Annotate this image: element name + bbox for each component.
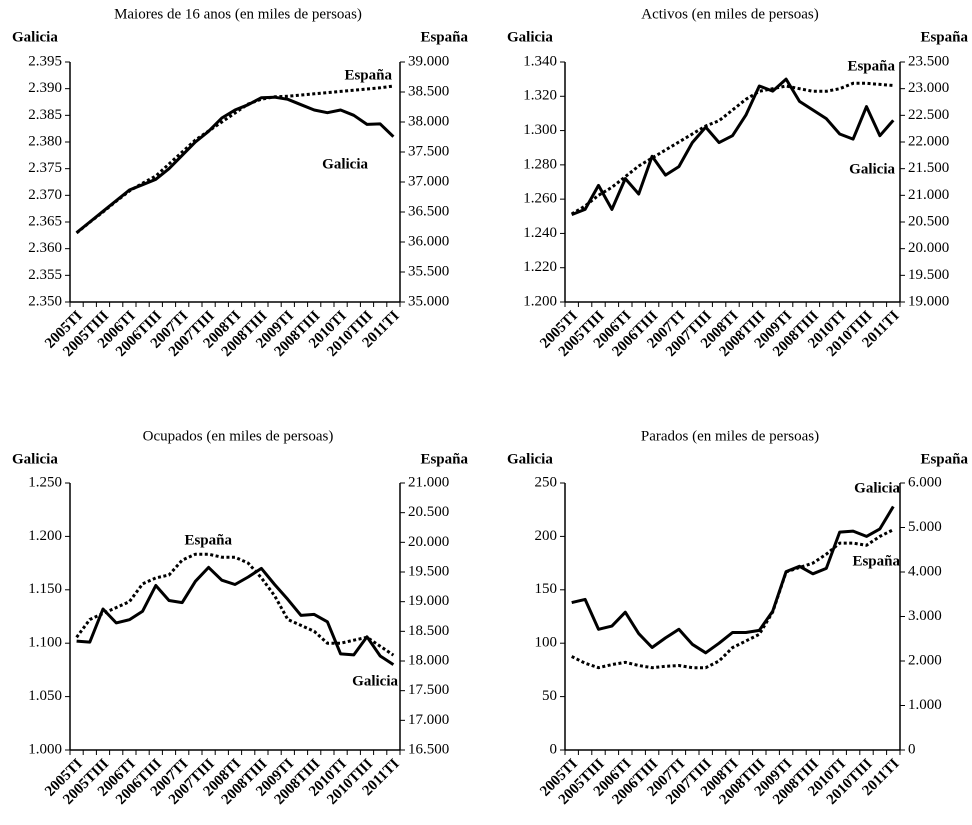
- y2-tick-label: 6.000: [908, 474, 942, 490]
- y-tick-label: 2.360: [28, 240, 62, 256]
- y2-tick-label: 36.000: [408, 233, 449, 249]
- series-label: Galicia: [854, 480, 900, 496]
- y2-tick-label: 19.000: [408, 593, 449, 609]
- y2-tick-label: 37.500: [408, 143, 449, 159]
- y2-tick-label: 18.000: [408, 652, 449, 668]
- y-tick-label: 50: [542, 688, 557, 704]
- series-line: [75, 84, 394, 235]
- y-tick-label: 150: [535, 581, 558, 597]
- y-tick-label: 2.350: [28, 293, 62, 309]
- y2-tick-label: 21.500: [908, 160, 949, 176]
- y-tick-label: 1.320: [523, 88, 557, 104]
- chart-title: Ocupados (en miles de persoas): [143, 428, 334, 444]
- series-line: [571, 528, 894, 670]
- panel: Maiores de 16 anos (en miles de persoas)…: [12, 6, 468, 360]
- y-tick-label: 2.380: [28, 133, 62, 149]
- y2-tick-label: 18.500: [408, 623, 449, 639]
- series-line: [75, 552, 395, 657]
- y2-tick-label: 17.500: [408, 682, 449, 698]
- y-tick-label: 1.240: [523, 225, 557, 241]
- y-axis-title: Galicia: [507, 451, 553, 467]
- y2-tick-label: 23.000: [908, 80, 949, 96]
- chart-title: Maiores de 16 anos (en miles de persoas): [114, 6, 362, 22]
- series-label: España: [184, 532, 232, 548]
- y2-tick-label: 35.500: [408, 263, 449, 279]
- y-tick-label: 1.300: [523, 122, 557, 138]
- y-tick-label: 1.200: [523, 293, 557, 309]
- series-line: [571, 505, 895, 655]
- y2-tick-label: 19.500: [908, 267, 949, 283]
- y2-tick-label: 0: [908, 741, 916, 757]
- y2-tick-label: 38.500: [408, 83, 449, 99]
- panel: Activos (en miles de persoas) Galicia Espa…: [507, 6, 968, 360]
- y-tick-label: 1.250: [28, 474, 62, 490]
- y2-tick-label: 1.000: [908, 697, 942, 713]
- y2-tick-label: 20.000: [408, 534, 449, 550]
- y2-tick-label: 22.000: [908, 133, 949, 149]
- y-tick-label: 0: [550, 741, 558, 757]
- y-tick-label: 2.390: [28, 80, 62, 96]
- y-tick-label: 1.000: [28, 741, 62, 757]
- y2-tick-label: 20.500: [908, 213, 949, 229]
- y-tick-label: 1.200: [28, 528, 62, 544]
- series-line: [76, 565, 395, 666]
- y-tick-label: 1.100: [28, 635, 62, 651]
- y-tick-label: 1.260: [523, 191, 557, 207]
- series-label: España: [847, 58, 895, 74]
- y-tick-label: 1.150: [28, 581, 62, 597]
- y2-tick-label: 17.000: [408, 712, 449, 728]
- series-line: [571, 77, 895, 216]
- y2-tick-label: 20.500: [408, 504, 449, 520]
- y-axis-title: Galicia: [12, 29, 58, 45]
- series-label: Galicia: [322, 156, 368, 172]
- y2-tick-label: 4.000: [908, 563, 942, 579]
- y2-tick-label: 19.500: [408, 563, 449, 579]
- y2-tick-label: 16.500: [408, 741, 449, 757]
- chart-title: Activos (en miles de persoas): [641, 6, 818, 22]
- y-tick-label: 2.395: [28, 53, 62, 69]
- y2-tick-label: 2.000: [908, 652, 942, 668]
- y2-axis-title: España: [420, 451, 468, 467]
- y2-tick-label: 35.000: [408, 293, 449, 309]
- y2-tick-label: 38.000: [408, 113, 449, 129]
- y2-tick-label: 36.500: [408, 203, 449, 219]
- y2-axis-title: España: [920, 451, 968, 467]
- series-label: España: [852, 553, 900, 569]
- series-label: Galicia: [352, 673, 398, 689]
- panel: Ocupados (en miles de persoas) Galicia Esp…: [12, 428, 468, 808]
- series-label: Galicia: [849, 161, 895, 177]
- y-tick-label: 1.340: [523, 53, 557, 69]
- y2-axis-title: España: [420, 29, 468, 45]
- y-tick-label: 250: [535, 474, 558, 490]
- y2-axis-title: España: [920, 29, 968, 45]
- y-tick-label: 2.385: [28, 107, 62, 123]
- y-tick-label: 2.370: [28, 187, 62, 203]
- y-tick-label: 2.365: [28, 213, 62, 229]
- y2-tick-label: 39.000: [408, 53, 449, 69]
- y2-tick-label: 3.000: [908, 608, 942, 624]
- y-tick-label: 1.280: [523, 156, 557, 172]
- y2-tick-label: 22.500: [908, 107, 949, 123]
- y2-tick-label: 20.000: [908, 240, 949, 256]
- y-axis-title: Galicia: [12, 451, 58, 467]
- y-tick-label: 2.355: [28, 267, 62, 283]
- y-axis-title: Galicia: [507, 29, 553, 45]
- y-tick-label: 200: [535, 528, 558, 544]
- y2-tick-label: 5.000: [908, 519, 942, 535]
- panel: Parados (en miles de persoas) Galicia Espa…: [507, 428, 968, 808]
- y2-tick-label: 21.000: [408, 474, 449, 490]
- chart-title: Parados (en miles de persoas): [641, 428, 819, 444]
- y-tick-label: 1.220: [523, 259, 557, 275]
- y-tick-label: 100: [535, 635, 558, 651]
- y-tick-label: 2.375: [28, 160, 62, 176]
- y2-tick-label: 21.000: [908, 187, 949, 203]
- y2-tick-label: 19.000: [908, 293, 949, 309]
- y-tick-label: 1.050: [28, 688, 62, 704]
- y2-tick-label: 23.500: [908, 53, 949, 69]
- y2-tick-label: 37.000: [408, 173, 449, 189]
- series-label: España: [344, 67, 392, 83]
